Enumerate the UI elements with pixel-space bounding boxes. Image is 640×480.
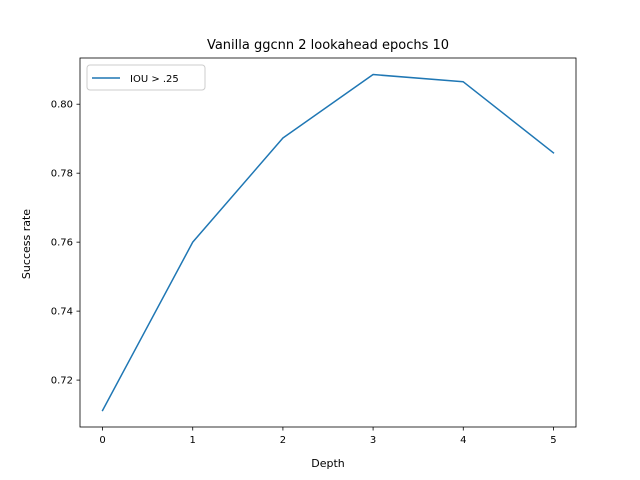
y-axis-label: Success rate (20, 209, 33, 279)
y-tick-label-4: 0.80 (51, 100, 73, 111)
x-tick-label-5: 5 (550, 435, 556, 446)
plot-area: 0 1 2 3 4 5 0.72 0.74 0.76 0.78 0.80 (51, 57, 577, 446)
y-tick-label-1: 0.74 (51, 307, 73, 318)
y-tick-label-0: 0.72 (51, 376, 73, 387)
x-tick-label-4: 4 (460, 435, 466, 446)
legend-label-0: IOU > .25 (130, 74, 179, 85)
x-tick-label-2: 2 (280, 435, 286, 446)
chart-title: Vanilla ggcnn 2 lookahead epochs 10 (207, 38, 449, 53)
x-tick-label-0: 0 (99, 435, 105, 446)
x-tick-label-1: 1 (190, 435, 196, 446)
y-tick-label-2: 0.76 (51, 238, 73, 249)
legend: IOU > .25 (86, 64, 206, 91)
plot-frame (79, 57, 577, 428)
legend-box (86, 64, 206, 91)
x-tick-label-3: 3 (370, 435, 376, 446)
x-axis-label: Depth (311, 457, 345, 470)
series-line-0 (101, 73, 555, 412)
plot-background (80, 58, 576, 427)
y-tick-label-3: 0.78 (51, 169, 73, 180)
